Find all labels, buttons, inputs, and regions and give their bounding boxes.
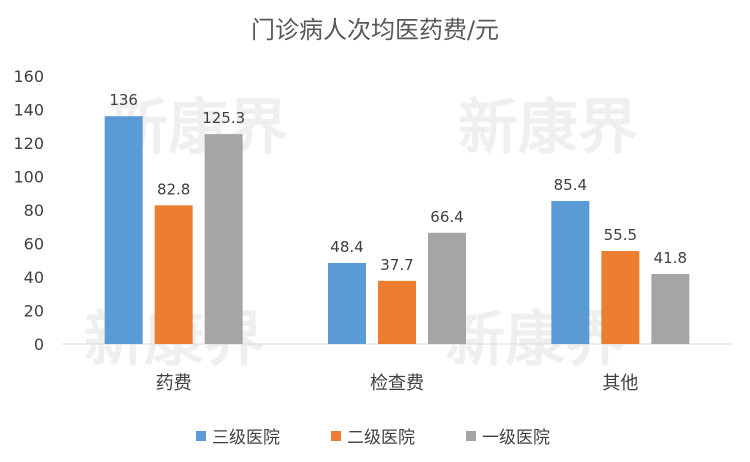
- bar: [104, 116, 143, 344]
- legend-label: 一级医院: [482, 428, 550, 448]
- data-label: 41.8: [654, 249, 687, 267]
- data-label: 82.8: [157, 180, 190, 198]
- y-tick-label: 120: [13, 134, 44, 153]
- y-tick-label: 40: [24, 268, 44, 287]
- data-label: 55.5: [604, 226, 637, 244]
- data-label: 85.4: [554, 176, 587, 194]
- y-tick-label: 140: [13, 101, 44, 120]
- y-tick-label: 60: [24, 235, 44, 254]
- data-label: 37.7: [380, 256, 413, 274]
- data-label: 136: [109, 91, 138, 109]
- legend-swatch: [196, 431, 206, 441]
- bar: [551, 200, 590, 344]
- chart-title: 门诊病人次均医药费/元: [251, 16, 499, 44]
- x-tick-label: 药费: [156, 373, 192, 394]
- bar: [154, 205, 193, 344]
- data-label: 48.4: [330, 238, 363, 256]
- bar: [378, 280, 416, 344]
- bar: [204, 134, 243, 344]
- bar: [651, 273, 690, 344]
- data-label: 125.3: [202, 109, 245, 127]
- data-label: 66.4: [430, 208, 463, 226]
- x-tick-label: 检查费: [370, 373, 424, 394]
- bar: [428, 232, 466, 344]
- y-tick-label: 100: [13, 168, 44, 187]
- legend-swatch: [331, 431, 341, 441]
- legend-label: 三级医院: [212, 428, 280, 448]
- watermark-text: 新康界: [458, 93, 638, 163]
- y-tick-label: 0: [34, 335, 44, 354]
- bar-layer: 136 82.8 125.3 药费 48.4 37.7 66.4 检查费 85.4 55.5 41.…: [104, 91, 690, 394]
- bar: [328, 262, 366, 344]
- bar: [601, 251, 640, 344]
- y-tick-label: 20: [24, 302, 44, 321]
- x-tick-label: 其他: [602, 373, 638, 394]
- legend: 三级医院 二级医院 一级医院: [196, 428, 550, 448]
- watermark-text: 新康界: [445, 305, 625, 375]
- y-tick-label: 80: [24, 201, 44, 220]
- legend-label: 二级医院: [347, 428, 415, 448]
- legend-swatch: [466, 431, 476, 441]
- y-tick-label: 160: [13, 67, 44, 86]
